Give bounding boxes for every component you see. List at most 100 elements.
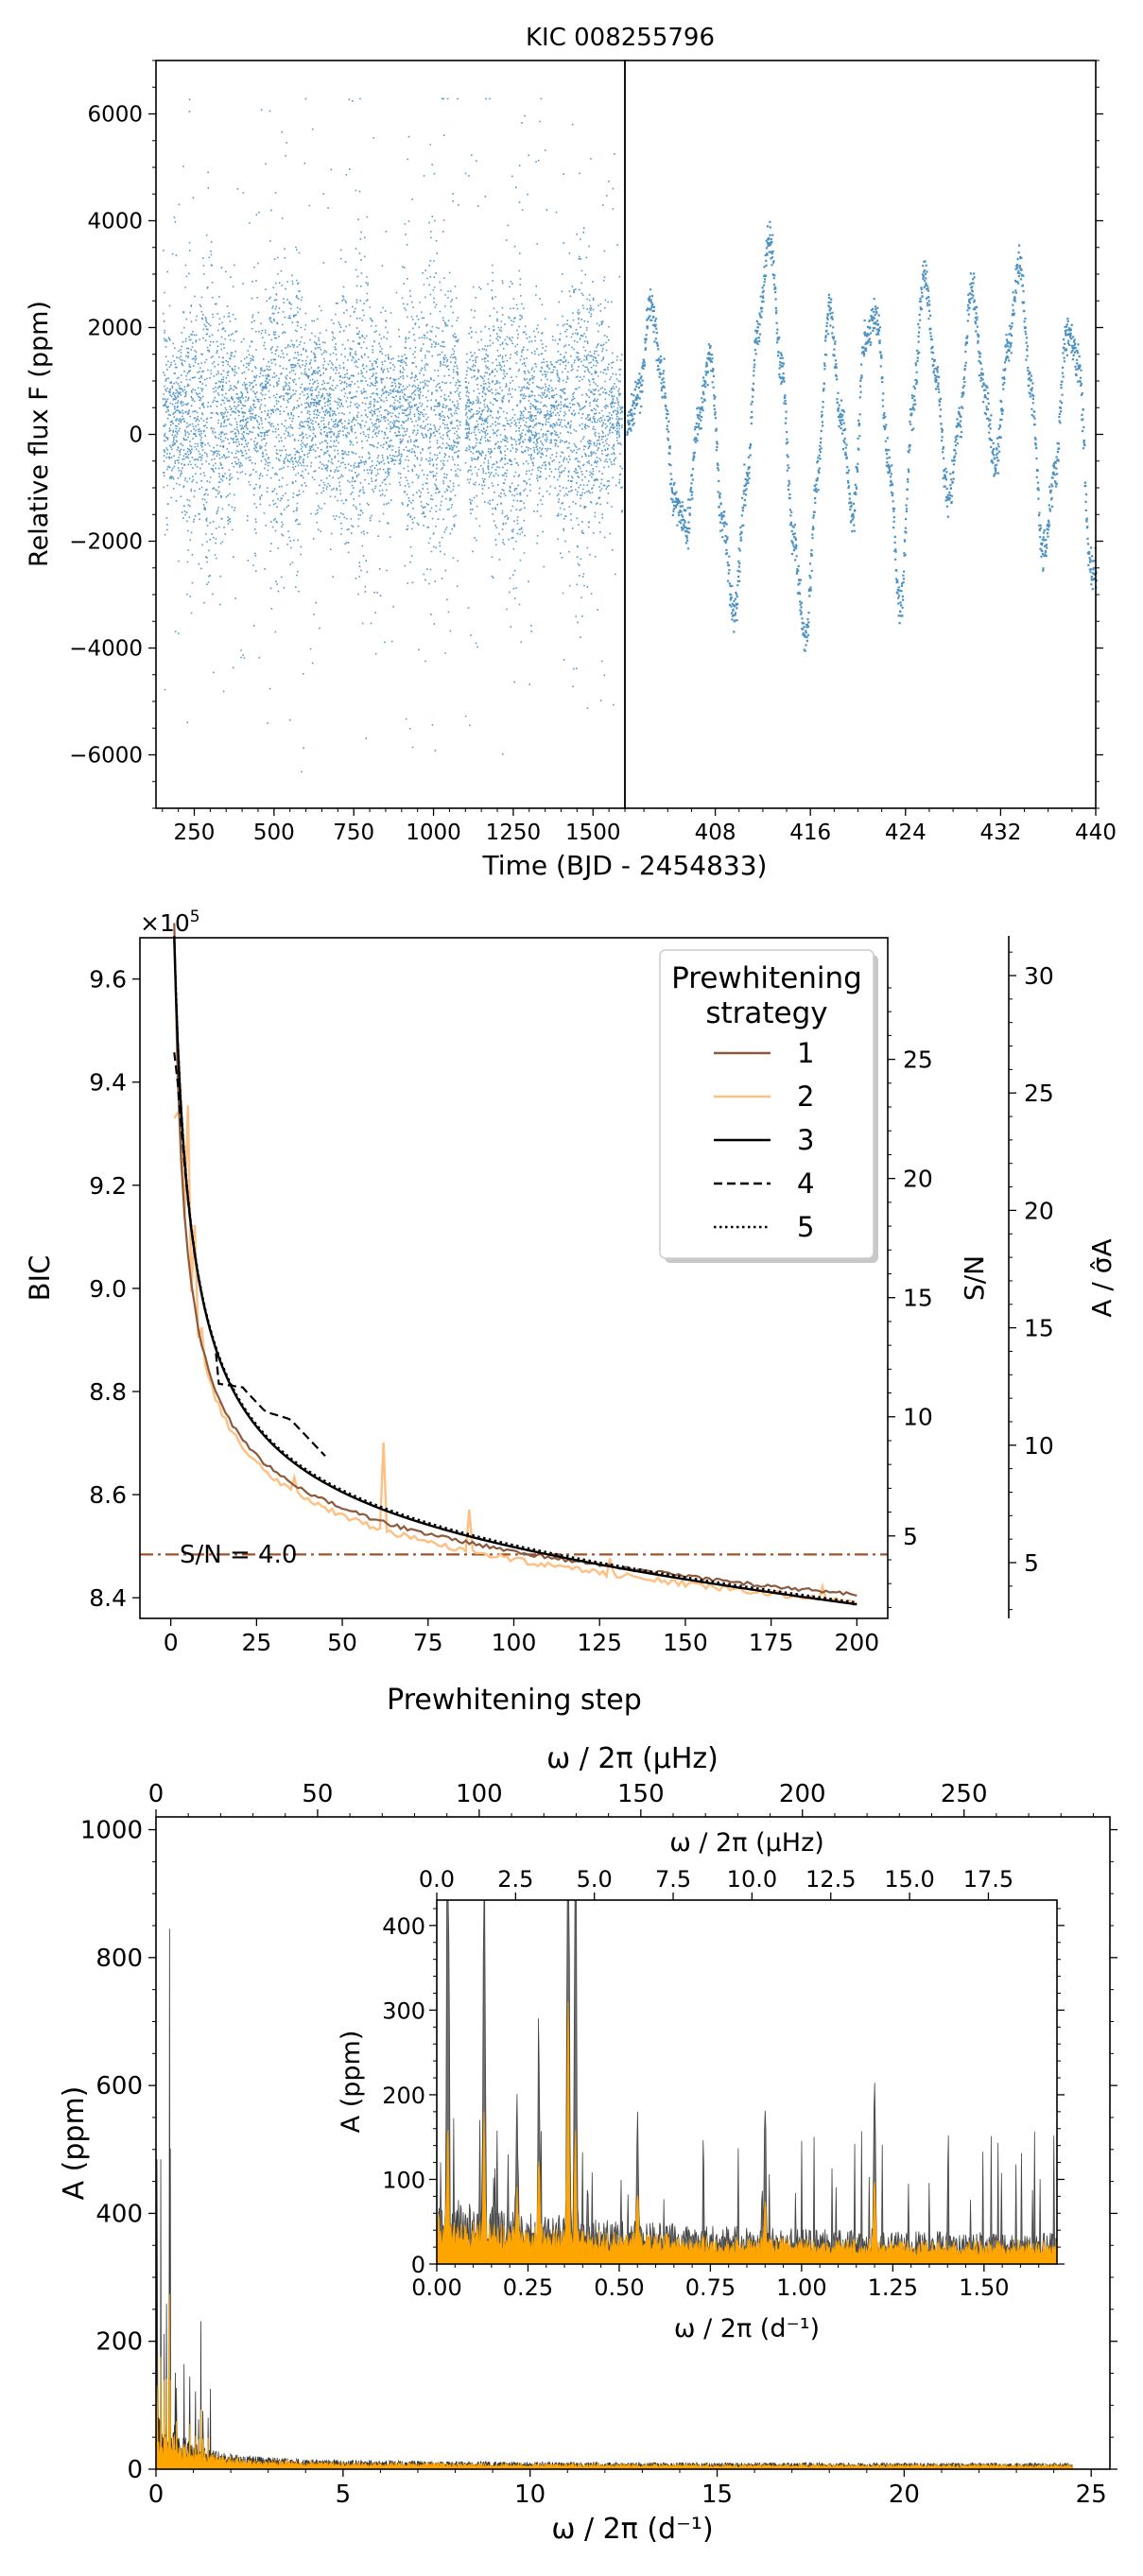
bic-xtick-label: 125: [577, 1629, 622, 1656]
bic-xlabel: Prewhitening step: [387, 1684, 642, 1717]
bic-panel: 0 25 50 75 100 125 150 175 2008.48.68.89.09.29.4…: [24, 908, 1117, 1717]
inset-top-tick-label: 2.5: [497, 1866, 533, 1893]
amp-ytick-label: 30: [1024, 962, 1054, 990]
amp-ytick-label: 15: [1024, 1315, 1054, 1342]
lightcurve-left-axes: 250 500 750 1000 1250 1500: [155, 60, 626, 845]
periodogram-top-tick-label: 50: [302, 1780, 333, 1808]
bic-xtick-label: 150: [663, 1629, 708, 1656]
lightcurve-ytick-label: 6000: [87, 103, 143, 128]
periodogram-xtick-label: 25: [1076, 2481, 1107, 2509]
legend-label-3: 3: [797, 1124, 814, 1156]
inset-top-tick-label: 5.0: [577, 1866, 613, 1893]
lightcurve-right-axes: 408 416 424 432 440: [624, 60, 1117, 845]
lightcurve-right-xtick-label: 408: [695, 821, 736, 845]
lightcurve-left-ticks: 250 500 750 1000 1250 1500: [162, 808, 626, 845]
bic-ytick-label: 8.4: [89, 1584, 127, 1612]
bic-ylabel: BIC: [24, 1255, 56, 1302]
bic-xtick-label: 175: [749, 1629, 794, 1656]
bic-xtick-label: 50: [327, 1629, 357, 1656]
lightcurve-right-ticks: 408 416 424 432 440: [643, 808, 1117, 845]
inset-xlabel: ω / 2π (d⁻¹): [674, 2314, 820, 2343]
inset-xlabel-top: ω / 2π (μHz): [669, 1828, 824, 1858]
bic-ytick-label: 8.6: [89, 1481, 127, 1509]
lightcurve-ytick-label: −2000: [69, 530, 143, 555]
legend-box: [659, 949, 875, 1259]
periodogram-xlabel-top: ω / 2π (μHz): [546, 1742, 719, 1775]
amp-ylabel: A / σ̂A: [1086, 1238, 1117, 1317]
periodogram-top-tick-label: 150: [617, 1780, 665, 1808]
lightcurve-left-xtick-label: 1000: [406, 821, 461, 845]
bic-ytick-label: 9.4: [89, 1069, 127, 1097]
periodogram-ytick-label: 200: [95, 2328, 143, 2357]
inset-residual-spectrum: [437, 2001, 1057, 2264]
lightcurve-right-xtick-label: 432: [979, 821, 1021, 845]
periodogram-inset: 0.00 0.25 0.50 0.75 1.00 1.25 1.50 0.0 2.5 5.0 7.5…: [337, 1828, 1065, 2343]
legend-label-2: 2: [797, 1081, 814, 1113]
inset-ytick-label: 100: [382, 2167, 425, 2193]
lightcurve-xlabel: Time (BJD - 2454833): [482, 850, 768, 881]
inset-xtick-label: 0.00: [411, 2274, 461, 2301]
bic-lines: [140, 923, 888, 1607]
lightcurve-ytick-label: 4000: [87, 210, 143, 234]
lightcurve-y-ticks: −6000 −4000 −2000 0 2000 4000 6000: [69, 60, 1103, 809]
inset-xtick-label: 1.50: [959, 2274, 1009, 2301]
periodogram-xtick-label: 5: [336, 2481, 352, 2509]
lightcurve-right-xtick-label: 416: [789, 821, 831, 845]
bic-line-strategy-3: [173, 938, 857, 1606]
periodogram-xlabel: ω / 2π (d⁻¹): [551, 2513, 713, 2546]
inset-top-tick-label: 15.0: [884, 1866, 934, 1893]
legend-label-4: 4: [797, 1167, 814, 1200]
inset-top-tick-label: 0.0: [419, 1866, 455, 1893]
inset-ytick-label: 300: [382, 1997, 425, 2024]
lightcurve-panel: KIC 008255796 250 500 750 1000 1250 1500 408 4…: [25, 24, 1117, 881]
inset-top-tick-label: 17.5: [963, 1866, 1013, 1893]
bic-ytick-label: 9.6: [89, 966, 127, 994]
lightcurve-title: KIC 008255796: [526, 24, 715, 52]
sn-ytick-label: 20: [903, 1166, 933, 1193]
inset-xtick-label: 1.25: [868, 2274, 918, 2301]
bic-xtick-label: 100: [492, 1629, 537, 1656]
inset-ticks: 0.00 0.25 0.50 0.75 1.00 1.25 1.50 0.0 2.5 5.0 7.5…: [382, 1866, 1065, 2301]
periodogram-top-tick-label: 100: [456, 1780, 503, 1808]
legend-title-line1: Prewhitening: [671, 961, 862, 995]
inset-top-tick-label: 12.5: [805, 1866, 856, 1893]
lightcurve-left-xtick-label: 250: [174, 821, 216, 845]
sn-ytick-label: 15: [903, 1285, 933, 1312]
sn-ytick-label: 10: [903, 1404, 933, 1431]
bic-line-strategy-2: [173, 1104, 858, 1607]
periodogram-ytick-label: 400: [95, 2200, 143, 2228]
periodogram-ytick-label: 600: [95, 2072, 143, 2101]
periodogram-top-tick-label: 0: [148, 1780, 165, 1808]
periodogram-ylabel: A (ppm): [58, 2086, 91, 2201]
inset-xtick-label: 0.50: [594, 2274, 644, 2301]
inset-bars: [437, 1900, 1057, 2264]
bic-xtick-label: 25: [241, 1629, 271, 1656]
lightcurve-ytick-label: −6000: [69, 744, 143, 769]
lightcurve-ytick-label: −4000: [69, 637, 143, 662]
periodogram-residual-spectrum: [155, 2293, 1073, 2470]
periodogram-ytick-label: 0: [127, 2456, 143, 2484]
legend-title-line2: strategy: [705, 996, 827, 1030]
lightcurve-zoom-points: [626, 220, 1098, 652]
lightcurve-full-scatter: [162, 97, 624, 773]
lightcurve-left-xtick-label: 1250: [486, 821, 542, 845]
periodogram-panel: 0 5 10 15 20 250 50 100 150 200 250020040060080010…: [58, 1742, 1117, 2546]
periodogram-ytick-label: 800: [95, 1945, 143, 1973]
bic-line-strategy-1: [173, 923, 857, 1598]
periodogram-xtick-label: 20: [889, 2481, 920, 2509]
inset-top-tick-label: 7.5: [655, 1866, 691, 1893]
inset-xtick-label: 0.25: [503, 2274, 553, 2301]
periodogram-xtick-label: 15: [701, 2481, 733, 2509]
bic-xtick-label: 75: [413, 1629, 443, 1656]
periodogram-ticks: 0 5 10 15 20 250 50 100 150 200 250020040060080010…: [80, 1780, 1117, 2509]
periodogram-top-tick-label: 250: [941, 1780, 988, 1808]
bic-ticks: 0 25 50 75 100 125 150 175 2008.48.68.89.09.29.4…: [89, 951, 1054, 1656]
inset-background: [437, 1900, 1057, 2264]
periodogram-frame: [155, 1816, 1111, 2470]
periodogram-xtick-label: 10: [514, 2481, 546, 2509]
lightcurve-ytick-label: 0: [129, 424, 143, 448]
periodogram-bars: [155, 1928, 1073, 2470]
amp-ytick-label: 5: [1024, 1549, 1039, 1577]
inset-top-tick-label: 10.0: [727, 1866, 777, 1893]
